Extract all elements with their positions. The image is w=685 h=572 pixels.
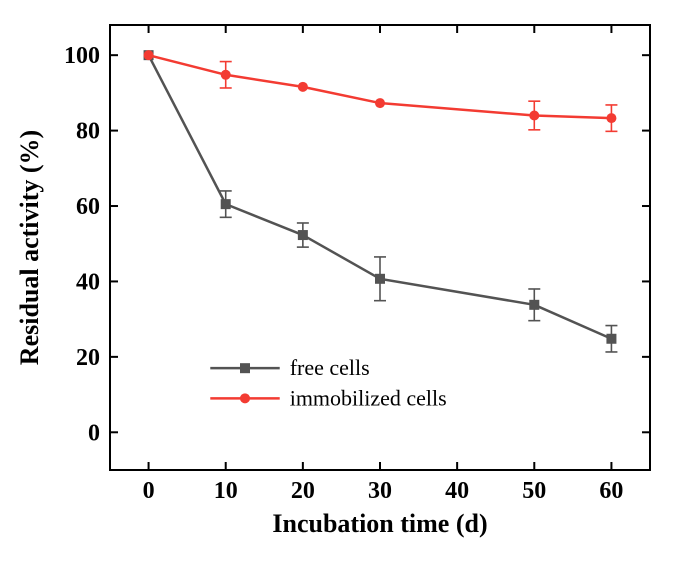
svg-text:40: 40: [76, 269, 100, 295]
line-chart: 0 10 20 30 40 50 60 0 20 40 60 80 100 Incubation time…: [0, 0, 685, 572]
svg-text:Incubation time (d): Incubation time (d): [272, 509, 487, 538]
svg-text:20: 20: [291, 478, 315, 504]
svg-text:0: 0: [88, 420, 100, 446]
svg-text:0: 0: [143, 478, 155, 504]
chart-container: 0 10 20 30 40 50 60 0 20 40 60 80 100 Incubation time…: [0, 0, 685, 572]
svg-text:free cells: free cells: [290, 355, 370, 380]
svg-text:60: 60: [599, 478, 623, 504]
svg-text:30: 30: [368, 478, 392, 504]
svg-text:immobilized cells: immobilized cells: [290, 385, 447, 410]
svg-text:60: 60: [76, 194, 100, 220]
svg-text:50: 50: [522, 478, 546, 504]
svg-text:10: 10: [214, 478, 238, 504]
svg-text:80: 80: [76, 119, 100, 145]
svg-text:Residual activity (%): Residual activity (%): [15, 130, 44, 365]
svg-text:100: 100: [64, 43, 100, 69]
svg-text:40: 40: [445, 478, 469, 504]
svg-text:20: 20: [76, 345, 100, 371]
